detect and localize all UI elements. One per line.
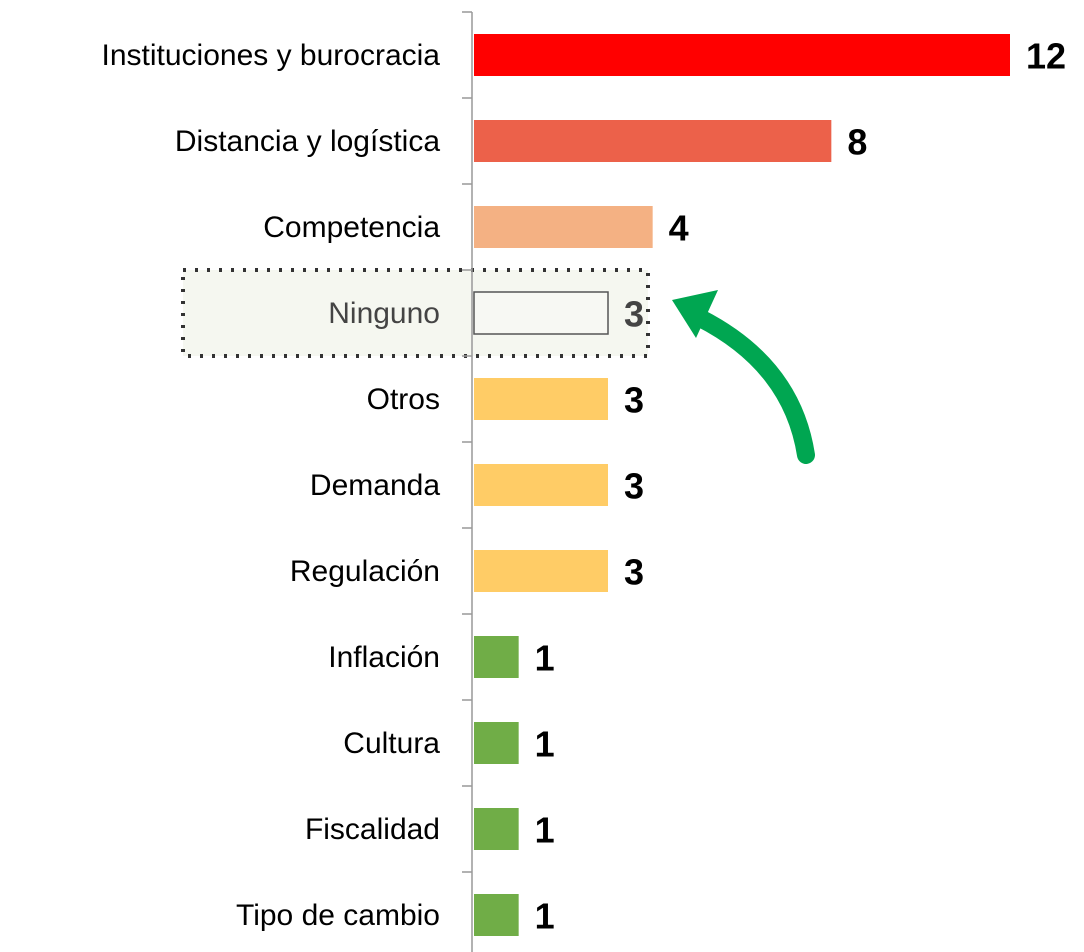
bar (474, 550, 608, 592)
value-label: 12 (1026, 36, 1066, 77)
value-label: 3 (624, 294, 644, 335)
value-label: 3 (624, 552, 644, 593)
value-label: 1 (535, 724, 555, 765)
category-label: Fiscalidad (305, 813, 440, 846)
value-label: 1 (535, 638, 555, 679)
value-label: 8 (847, 122, 867, 163)
value-label: 4 (669, 208, 689, 249)
category-label: Demanda (310, 469, 440, 502)
value-label: 3 (624, 380, 644, 421)
category-label: Otros (367, 383, 440, 416)
category-label: Distancia y logística (175, 125, 440, 158)
bar (474, 808, 519, 850)
category-label: Competencia (263, 211, 440, 244)
bar (474, 120, 832, 162)
category-label: Instituciones y burocracia (102, 39, 441, 72)
category-label: Regulación (290, 555, 440, 588)
bar (473, 291, 609, 335)
bar (474, 636, 519, 678)
category-label: Ninguno (328, 297, 440, 330)
bar (474, 378, 608, 420)
highlight-arrow (691, 309, 815, 464)
bar (474, 34, 1010, 76)
category-label: Tipo de cambio (236, 899, 440, 932)
arrow-head (672, 290, 718, 338)
bar (474, 722, 519, 764)
value-label: 1 (535, 896, 555, 937)
value-label: 3 (624, 466, 644, 507)
value-label: 1 (535, 810, 555, 851)
category-label: Cultura (343, 727, 440, 760)
bar (474, 464, 608, 506)
bar (474, 206, 653, 248)
bar (474, 894, 519, 936)
category-label: Inflación (328, 641, 440, 674)
